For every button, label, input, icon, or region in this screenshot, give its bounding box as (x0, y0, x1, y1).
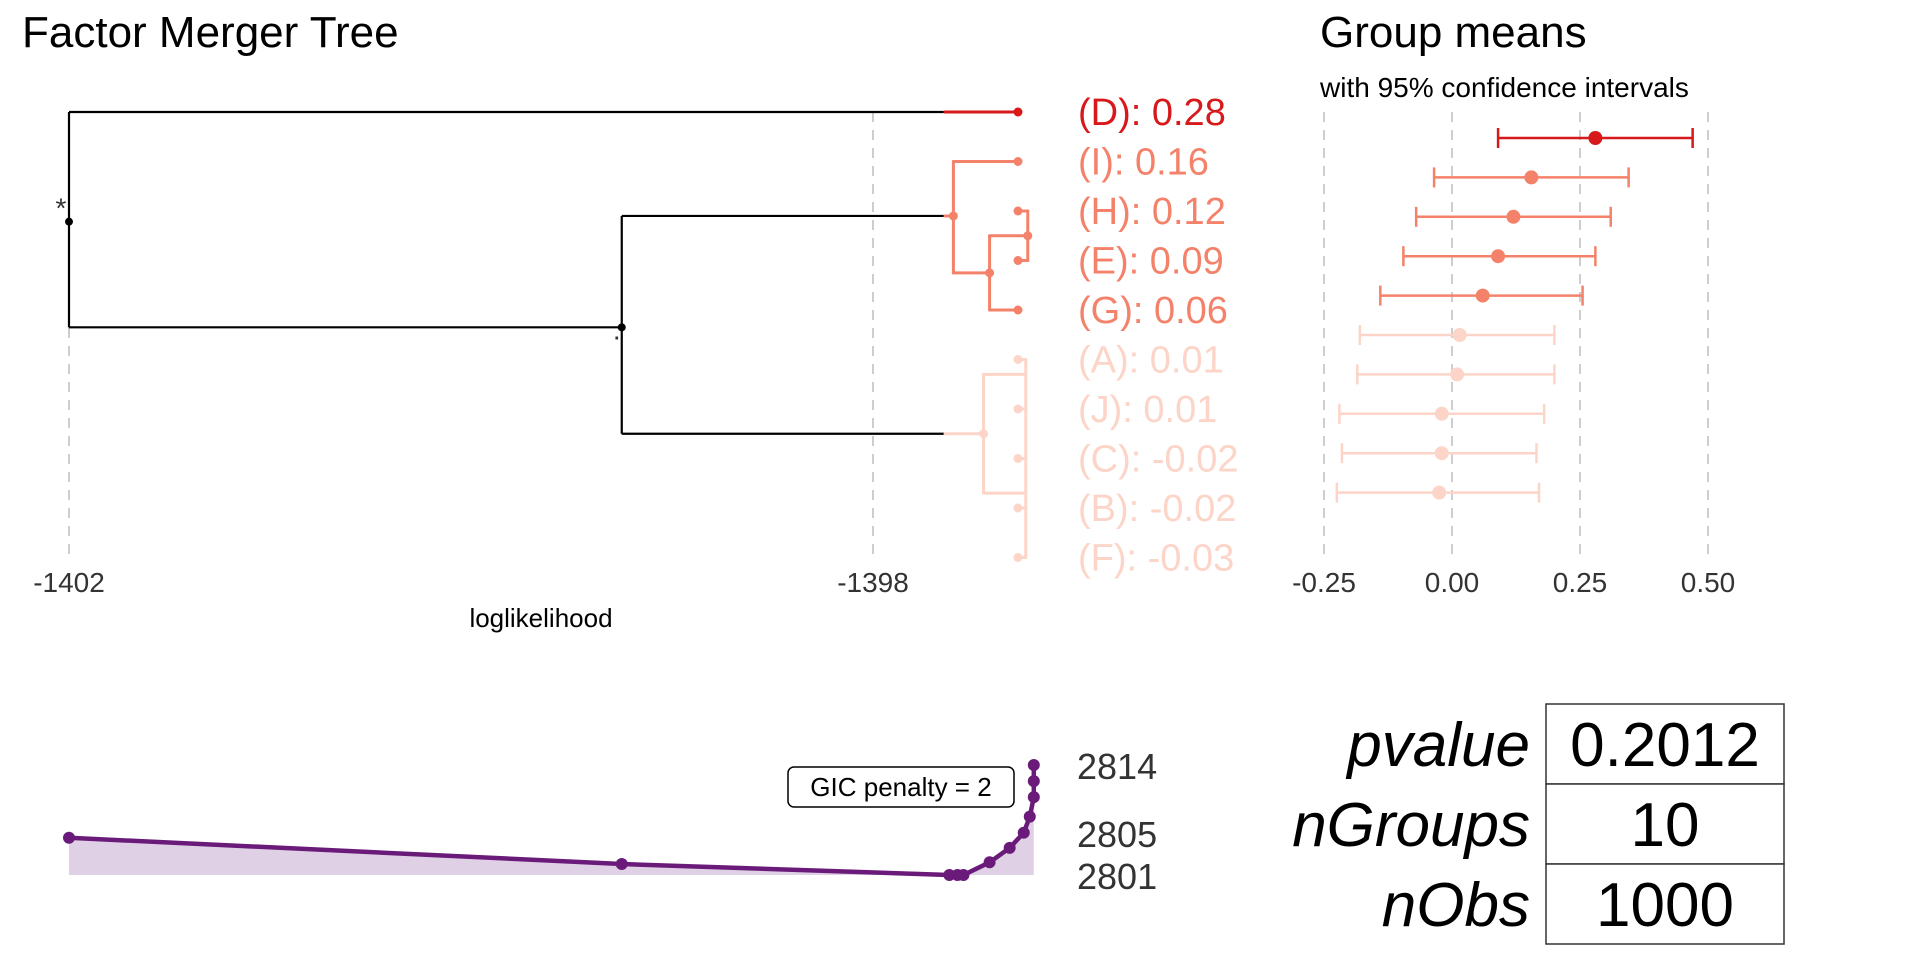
means-point (1432, 485, 1447, 500)
tree-leaf-label: (D): 0.28 (1078, 92, 1226, 134)
tree-mid-node (948, 211, 958, 221)
tree-leaf-label: (A): 0.01 (1078, 340, 1224, 382)
means-point (1452, 328, 1467, 342)
tree-leaf-node (1013, 454, 1023, 463)
gic-point (983, 856, 996, 869)
stats-value: 0.2012 (1570, 711, 1760, 780)
tree-leaf-node (1013, 256, 1023, 265)
gic-plot (63, 759, 1040, 881)
tree-leaf-labels: (D): 0.28 (I): 0.16 (H): 0.12 (E): 0.09 (G):… (1078, 92, 1238, 580)
tree-grid (68, 112, 874, 555)
tree-leaf-label: (E): 0.09 (1078, 241, 1224, 283)
gic-point (1017, 826, 1030, 839)
tree-leaf-label: (F): -0.03 (1078, 538, 1234, 580)
tree-root-node (65, 217, 73, 226)
stats-name: nGroups (1292, 791, 1530, 860)
gic-y-tick: 2805 (1077, 814, 1157, 855)
means-point (1434, 446, 1449, 461)
tree-leaf-node (1013, 503, 1023, 513)
tree-x-tick: -1398 (837, 567, 909, 598)
means-x-tick: -0.25 (1292, 567, 1356, 598)
gic-point (1027, 775, 1040, 788)
tree-leaf-node (1013, 107, 1023, 117)
tree-leaf-node (1013, 157, 1023, 166)
stats-value: 10 (1631, 791, 1700, 860)
tree-leaf-label: (H): 0.12 (1078, 191, 1226, 233)
means-grid (1323, 112, 1709, 555)
tree-leaf-node (1013, 305, 1023, 315)
tree-leaf-label: (B): -0.02 (1078, 488, 1236, 530)
tree-leaf-node (1013, 404, 1023, 414)
means-point (1524, 170, 1539, 185)
means-x-tick: 0.00 (1425, 567, 1480, 598)
tree-leaf-label: (J): 0.01 (1078, 389, 1217, 431)
tree-mid-inner-node (985, 268, 995, 278)
gic-annotation: GIC penalty = 2 (787, 766, 1015, 808)
gic-point (615, 858, 628, 870)
merger-tree-panel: Factor Merger Tree *. -1402 -1398 loglike… (22, 8, 1238, 633)
stats-name: nObs (1382, 871, 1530, 940)
means-point (1434, 406, 1449, 421)
tree-leaf-node (1013, 355, 1023, 364)
tree-low-node (979, 429, 989, 439)
gic-annotation-label: GIC penalty = 2 (810, 772, 991, 802)
tree-split-marker: . (613, 314, 621, 345)
means-point (1588, 131, 1603, 145)
stats-table: pvalue 0.2012 nGroups 10 nObs 1000 (1292, 703, 1785, 945)
tree-leaf-label: (C): -0.02 (1078, 439, 1238, 481)
gic-area (69, 765, 1034, 875)
tree-x-tick: -1402 (33, 567, 105, 598)
means-x-tick: 0.50 (1681, 567, 1736, 598)
means-point (1491, 249, 1506, 264)
means-point (1506, 209, 1521, 224)
gic-y-tick: 2801 (1077, 856, 1157, 897)
means-x-tick: 0.25 (1553, 567, 1608, 598)
means-points (1335, 128, 1694, 503)
tree-x-axis-label: loglikelihood (469, 603, 612, 633)
gic-point (1027, 791, 1040, 804)
gic-annotation-box (787, 766, 1015, 808)
tree-root-marker: * (56, 193, 67, 224)
tree-branches: *. (56, 110, 945, 435)
tree-leaf-node (1013, 206, 1023, 216)
tree-title: Factor Merger Tree (22, 8, 399, 57)
tree-leaf-label: (I): 0.16 (1078, 142, 1209, 184)
means-x-ticks: -0.25 0.00 0.25 0.50 (1292, 567, 1735, 598)
tree-x-ticks: -1402 -1398 (33, 567, 909, 598)
tree-he-node (1023, 231, 1033, 241)
gic-point (957, 869, 970, 881)
gic-point (63, 831, 75, 844)
stats-value-cell (1545, 783, 1785, 865)
stats-value: 1000 (1596, 871, 1734, 940)
tree-leaf-label: (G): 0.06 (1078, 290, 1228, 332)
stats-value-cell (1545, 863, 1785, 945)
means-point (1475, 288, 1490, 303)
gic-point (1027, 759, 1040, 771)
means-subtitle: with 95% confidence intervals (1319, 72, 1689, 103)
tree-leaf-node (1013, 553, 1023, 562)
tree-split-node (617, 323, 626, 332)
means-title: Group means (1320, 8, 1587, 57)
tree-colored-branches (943, 107, 1033, 562)
gic-point (1003, 841, 1016, 854)
gic-y-tick: 2814 (1077, 746, 1157, 787)
means-point (1450, 367, 1465, 382)
stats-name: pvalue (1345, 711, 1530, 780)
gic-point (1023, 810, 1036, 823)
group-means-panel: Group means with 95% confidence interval… (1292, 8, 1735, 598)
